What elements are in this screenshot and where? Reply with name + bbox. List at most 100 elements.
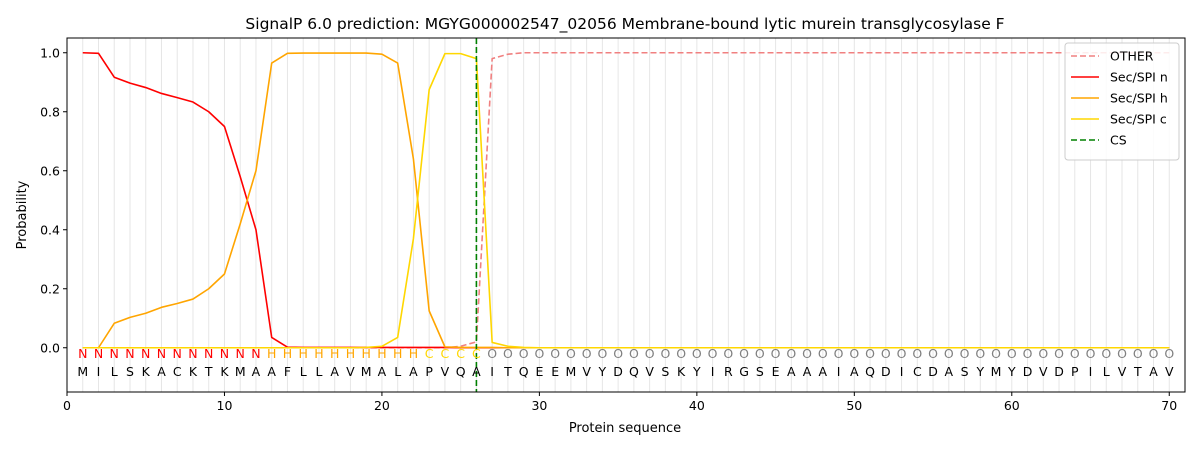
residue-label: V xyxy=(1118,364,1127,379)
region-label: H xyxy=(314,346,323,361)
x-tick-label: 40 xyxy=(689,398,705,413)
region-label: O xyxy=(708,346,718,361)
region-label: O xyxy=(960,346,970,361)
residue-label: T xyxy=(204,364,213,379)
residue-label: A xyxy=(252,364,261,379)
residue-label: D xyxy=(1054,364,1064,379)
residue-label: K xyxy=(677,364,686,379)
residue-label: A xyxy=(330,364,339,379)
region-label: O xyxy=(1101,346,1111,361)
x-tick-label: 60 xyxy=(1004,398,1020,413)
region-label: N xyxy=(188,346,197,361)
legend-label: Sec/SPI c xyxy=(1110,112,1167,127)
legend-label: OTHER xyxy=(1110,49,1154,64)
region-label: N xyxy=(141,346,150,361)
region-label: O xyxy=(944,346,954,361)
region-label: O xyxy=(1086,346,1096,361)
region-label: N xyxy=(78,346,87,361)
region-label: H xyxy=(409,346,418,361)
x-tick-label: 70 xyxy=(1161,398,1177,413)
region-label: C xyxy=(441,346,450,361)
residue-label: C xyxy=(913,364,922,379)
region-label: O xyxy=(991,346,1001,361)
region-label: O xyxy=(692,346,702,361)
sequence-label-layer: NMNINLNSNKNANCNKNTNKNMNAHAHFHLHLHAHVHMHA… xyxy=(77,346,1174,379)
residue-label: M xyxy=(77,364,88,379)
region-label: N xyxy=(220,346,229,361)
region-label: N xyxy=(204,346,213,361)
residue-label: D xyxy=(613,364,623,379)
region-label: O xyxy=(613,346,623,361)
region-label: O xyxy=(928,346,938,361)
residue-label: A xyxy=(409,364,418,379)
region-label: C xyxy=(472,346,481,361)
residue-label: T xyxy=(1133,364,1142,379)
residue-label: L xyxy=(300,364,307,379)
residue-label: P xyxy=(1071,364,1079,379)
region-label: O xyxy=(566,346,576,361)
x-tick-label: 30 xyxy=(531,398,547,413)
region-label: H xyxy=(393,346,402,361)
residue-label: T xyxy=(503,364,512,379)
legend-label: Sec/SPI n xyxy=(1110,70,1168,85)
residue-label: L xyxy=(1103,364,1110,379)
residue-label: V xyxy=(346,364,355,379)
series-line xyxy=(82,51,1170,349)
residue-label: A xyxy=(1149,364,1158,379)
region-label: O xyxy=(1117,346,1127,361)
region-label: O xyxy=(597,346,607,361)
residue-label: S xyxy=(961,364,969,379)
region-label: N xyxy=(125,346,134,361)
region-label: O xyxy=(519,346,529,361)
residue-label: I xyxy=(837,364,841,379)
residue-label: V xyxy=(1165,364,1174,379)
region-label: O xyxy=(739,346,749,361)
legend-label: Sec/SPI h xyxy=(1110,91,1168,106)
region-label: O xyxy=(550,346,560,361)
residue-label: I xyxy=(1089,364,1093,379)
region-label: O xyxy=(1054,346,1064,361)
residue-label: E xyxy=(535,364,543,379)
region-label: O xyxy=(786,346,796,361)
y-tick-label: 0.4 xyxy=(40,222,60,237)
region-label: O xyxy=(1038,346,1048,361)
region-label: H xyxy=(298,346,307,361)
residue-label: Y xyxy=(1007,364,1016,379)
residue-label: A xyxy=(819,364,828,379)
residue-label: A xyxy=(850,364,859,379)
residue-label: C xyxy=(173,364,182,379)
region-label: O xyxy=(1070,346,1080,361)
residue-label: I xyxy=(97,364,101,379)
residue-label: A xyxy=(945,364,954,379)
residue-label: V xyxy=(1039,364,1048,379)
residue-label: L xyxy=(111,364,118,379)
region-label: H xyxy=(283,346,292,361)
residue-label: Y xyxy=(598,364,607,379)
legend-label: CS xyxy=(1110,133,1127,148)
x-tick-label: 50 xyxy=(846,398,862,413)
region-label: O xyxy=(818,346,828,361)
residue-label: D xyxy=(1023,364,1033,379)
y-tick-label: 0.2 xyxy=(40,281,60,296)
region-label: H xyxy=(267,346,276,361)
residue-label: I xyxy=(490,364,494,379)
series-line xyxy=(82,51,1170,349)
residue-label: A xyxy=(472,364,481,379)
region-label: O xyxy=(912,346,922,361)
region-label: H xyxy=(361,346,370,361)
y-axis-label: Probability xyxy=(15,180,30,249)
y-tick-label: 0.0 xyxy=(40,340,60,355)
residue-label: K xyxy=(189,364,198,379)
legend-box xyxy=(1064,42,1180,161)
region-label: O xyxy=(1133,346,1143,361)
region-label: H xyxy=(330,346,339,361)
residue-label: R xyxy=(724,364,733,379)
series-line xyxy=(82,52,1170,349)
residue-label: D xyxy=(928,364,938,379)
residue-label: I xyxy=(900,364,904,379)
residue-label: P xyxy=(425,364,433,379)
region-label: O xyxy=(802,346,812,361)
region-label: C xyxy=(425,346,434,361)
x-tick-label: 0 xyxy=(63,398,71,413)
